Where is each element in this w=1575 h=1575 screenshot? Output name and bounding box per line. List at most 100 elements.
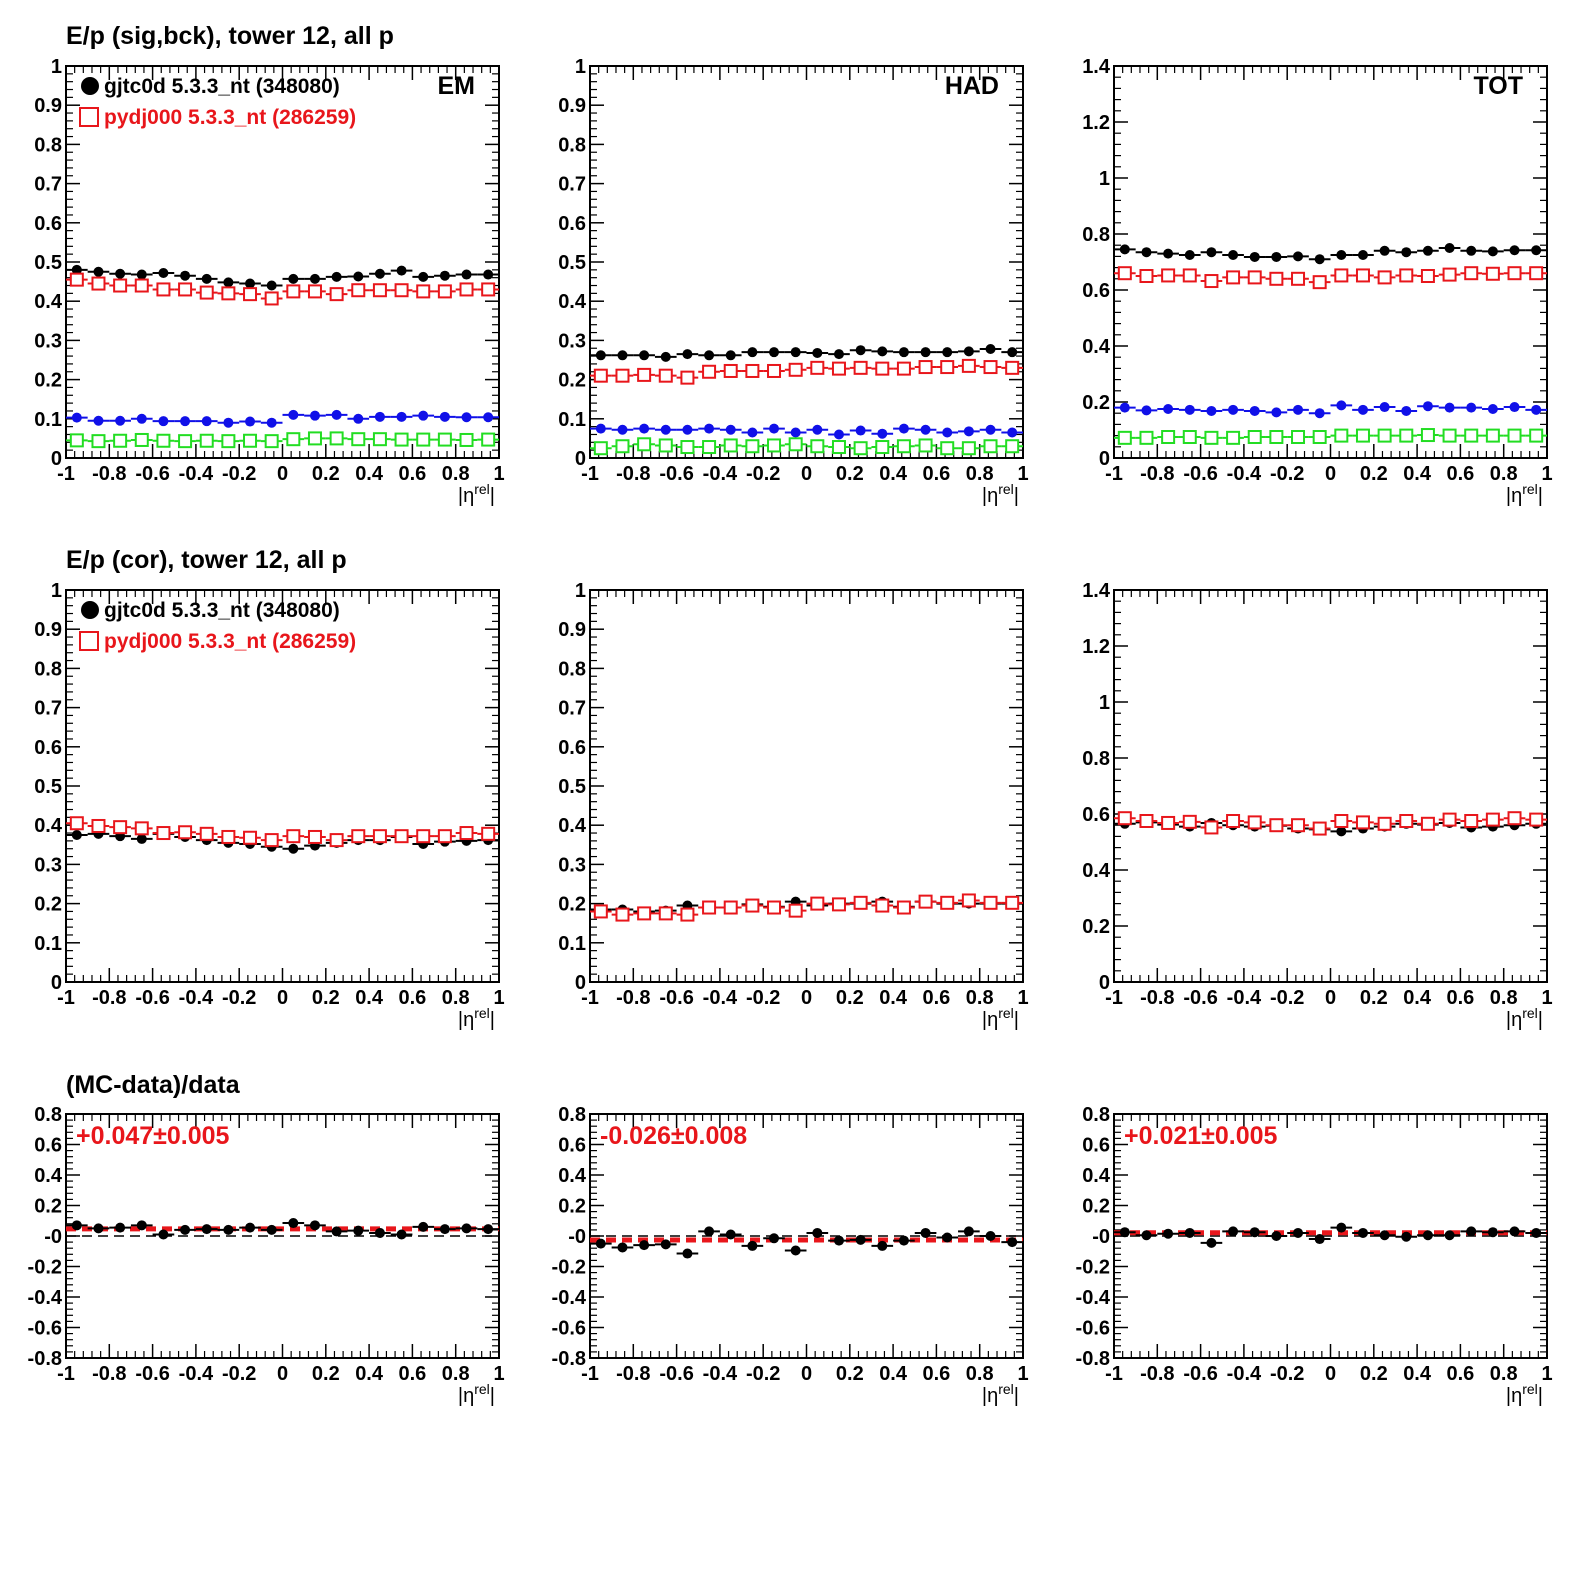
x-tick-label: 0.2: [1360, 463, 1388, 485]
x-tick-label: 0.4: [355, 987, 384, 1009]
y-tick-label: 0: [575, 448, 586, 470]
data-point: [961, 893, 976, 908]
x-tick-label: -1: [1105, 1363, 1123, 1385]
data-point: [199, 285, 214, 300]
data-point: [1401, 1231, 1412, 1242]
data-point: [658, 906, 673, 921]
data-point: [286, 829, 301, 844]
x-tick-label: -0.8: [92, 1363, 126, 1385]
x-tick-label: -0.4: [1227, 463, 1262, 485]
y-tick-label: 0.4: [1082, 336, 1111, 358]
y-tick-label: -0: [568, 1226, 586, 1248]
data-point: [1007, 1237, 1018, 1248]
y-tick-label: 1.2: [1082, 636, 1110, 658]
data-point: [113, 278, 128, 293]
x-tick-label: 0.6: [922, 463, 950, 485]
data-point: [595, 350, 606, 361]
y-tick-label: 0.4: [558, 291, 587, 313]
data-point: [1399, 268, 1414, 283]
data-point: [725, 1229, 736, 1240]
data-point: [91, 434, 106, 449]
fit-label: -0.026±0.008: [600, 1122, 747, 1150]
data-point: [180, 270, 191, 281]
data-point: [459, 826, 474, 841]
legend: gjtc0d 5.3.3_nt (348080) pydj000 5.3.3_nt…: [79, 599, 356, 653]
panel-ratio-had: -1 -0.8 -0.6 -0.4 -0.2 0 0.2 0.4 0.6 0.8 1-0.8-0.6…: [552, 1104, 1029, 1407]
data-point: [91, 818, 106, 833]
y-tick-label: 0.6: [558, 1135, 586, 1157]
y-tick-label: 0.5: [558, 252, 586, 274]
data-point: [1377, 428, 1392, 443]
data-point: [702, 900, 717, 915]
data-point: [459, 432, 474, 447]
x-tick-label: 0.6: [398, 987, 426, 1009]
data-point: [1007, 347, 1018, 358]
data-point: [595, 423, 606, 434]
data-point: [855, 425, 866, 436]
y-tick-label: 0.2: [34, 894, 62, 916]
y-tick-label: 1: [51, 580, 62, 602]
data-point: [243, 830, 258, 845]
data-point: [288, 843, 299, 854]
data-point: [1247, 270, 1262, 285]
data-point: [831, 897, 846, 912]
data-point: [372, 432, 387, 447]
y-tick-label: 0.6: [558, 737, 586, 759]
data-point: [1466, 245, 1477, 256]
y-tick-label: 0.6: [34, 1135, 62, 1157]
series-bck: [1114, 428, 1547, 445]
data-point: [136, 413, 147, 424]
data-point: [266, 1224, 277, 1235]
x-tick-label: 0: [277, 463, 288, 485]
data-point: [682, 424, 693, 435]
data-point: [877, 1240, 888, 1251]
x-tick-label: 1: [1541, 987, 1552, 1009]
data-point: [896, 900, 911, 915]
y-tick-label: 0.7: [558, 698, 586, 720]
x-tick-label: -1: [581, 987, 599, 1009]
data-point: [201, 416, 212, 427]
data-point: [113, 433, 128, 448]
data-point: [767, 900, 782, 915]
data-point: [615, 368, 630, 383]
legend-marker-data: [81, 77, 99, 95]
x-tick-label: 0: [1325, 987, 1336, 1009]
y-tick-label: 0.9: [558, 619, 586, 641]
y-tick-label: 0.9: [558, 95, 586, 117]
data-point: [69, 272, 84, 287]
data-point: [747, 347, 758, 358]
series-mc: [1114, 811, 1547, 836]
x-tick-label: 0.6: [398, 1363, 426, 1385]
x-tick-label: -0.2: [222, 463, 256, 485]
data-point: [918, 360, 933, 375]
y-tick-label: 0.6: [34, 213, 62, 235]
data-point: [113, 820, 128, 835]
data-point: [245, 1222, 256, 1233]
data-point: [1184, 404, 1195, 415]
series-sig: [66, 409, 499, 428]
data-point: [877, 346, 888, 357]
data-point: [288, 273, 299, 284]
data-point: [437, 829, 452, 844]
x-tick-label: 0.8: [966, 463, 994, 485]
data-point: [396, 265, 407, 276]
x-tick-label: -0.8: [1140, 1363, 1174, 1385]
x-tick-label: 0: [277, 987, 288, 1009]
x-tick-label: 0.4: [1403, 1363, 1432, 1385]
data-point: [1531, 245, 1542, 256]
x-tick-label: -0.4: [1227, 1363, 1262, 1385]
data-point: [245, 278, 256, 289]
x-tick-label: -0.6: [1183, 1363, 1217, 1385]
series-sig: [1114, 400, 1547, 419]
data-point: [831, 361, 846, 376]
x-tick-label: 0.6: [1446, 1363, 1474, 1385]
x-tick-label: -0.6: [659, 987, 693, 1009]
x-tick-label: 0.2: [836, 987, 864, 1009]
data-point: [1182, 268, 1197, 283]
data-point: [1271, 407, 1282, 418]
data-point: [329, 431, 344, 446]
data-point: [1141, 247, 1152, 258]
y-tick-label: 0.8: [34, 658, 62, 680]
data-point: [1271, 251, 1282, 262]
